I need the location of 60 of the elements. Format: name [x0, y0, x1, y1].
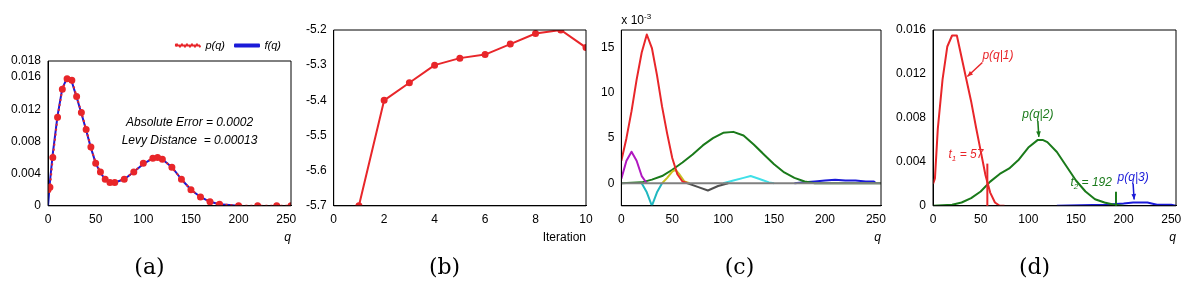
x-tick-label: 150: [180, 212, 202, 227]
x-tick-label: 0: [929, 212, 937, 227]
x-tick-label: 6: [481, 212, 489, 227]
y-tick-label: 0.012: [896, 66, 927, 81]
x-tick-label: 150: [1065, 212, 1087, 227]
y-tick-label: 0: [607, 175, 615, 190]
x-tick-label: 100: [713, 212, 734, 227]
x-tick-label: 0: [44, 212, 52, 227]
x-axis-title: q: [1169, 229, 1177, 244]
y-tick-label: 0: [919, 198, 927, 213]
y-tick-label: 0.016: [11, 69, 42, 84]
y-tick-label: 0.004: [11, 165, 42, 180]
x-tick-label: 50: [973, 212, 988, 227]
x-axis-title: Iteration: [542, 229, 586, 244]
y-tick-label: 0.008: [11, 133, 42, 148]
x-axis-title: q: [284, 229, 292, 244]
y-tick-label: 0: [34, 198, 42, 213]
x-tick-label: 250: [276, 212, 297, 227]
text: (c): [724, 253, 755, 279]
x-tick-label: 200: [1113, 212, 1134, 227]
y-tick-label: 0.016: [896, 22, 927, 37]
y-tick-label: 0.004: [896, 154, 927, 169]
x-tick-label: 8: [532, 212, 540, 227]
series-label: p(q|3): [1116, 169, 1149, 184]
y-tick-label: 0.012: [11, 101, 42, 116]
legend-label: p(q): [204, 38, 226, 51]
y-tick-label: -5.7: [305, 198, 327, 213]
series-label: p(q|1): [981, 48, 1014, 63]
x-tick-label: 2: [380, 212, 388, 227]
text: (a): [134, 253, 165, 279]
x-tick-label: 200: [228, 212, 249, 227]
x-tick-label: 100: [1018, 212, 1039, 227]
series-label: p(q|2): [1021, 106, 1054, 121]
x-tick-label: 10: [579, 212, 593, 227]
y-tick-label: -5.3: [305, 57, 327, 72]
annotation: Levy Distance = 0.00013: [121, 133, 258, 148]
x-tick-label: 50: [665, 212, 680, 227]
y-tick-label: -5.6: [305, 162, 327, 177]
legend-label: f(q): [264, 38, 282, 51]
x-tick-label: 150: [764, 212, 785, 227]
x-tick-label: 250: [1161, 212, 1182, 227]
y-tick-label: 0.008: [896, 110, 927, 125]
x-tick-label: 100: [133, 212, 154, 227]
x-tick-label: 0: [618, 212, 625, 227]
y-tick-label: 15: [600, 40, 615, 55]
x-tick-label: 4: [431, 212, 439, 227]
x-tick-label: 0: [330, 212, 338, 227]
y-tick-label: -5.2: [305, 22, 327, 37]
x-tick-label: 50: [88, 212, 103, 227]
y-tick-label: 0.018: [11, 53, 42, 68]
y-tick-label: 5: [607, 130, 615, 145]
y-tick-label: 10: [600, 85, 615, 100]
x-tick-label: 200: [814, 212, 836, 227]
x-axis-title: q: [874, 229, 882, 244]
x-tick-label: 250: [865, 212, 887, 227]
annotation: Absolute Error = 0.0002: [124, 115, 254, 130]
y-tick-label: -5.5: [305, 127, 327, 142]
text: (d): [1018, 253, 1051, 279]
y-tick-label: -5.4: [305, 92, 327, 107]
text: (b): [428, 253, 461, 279]
